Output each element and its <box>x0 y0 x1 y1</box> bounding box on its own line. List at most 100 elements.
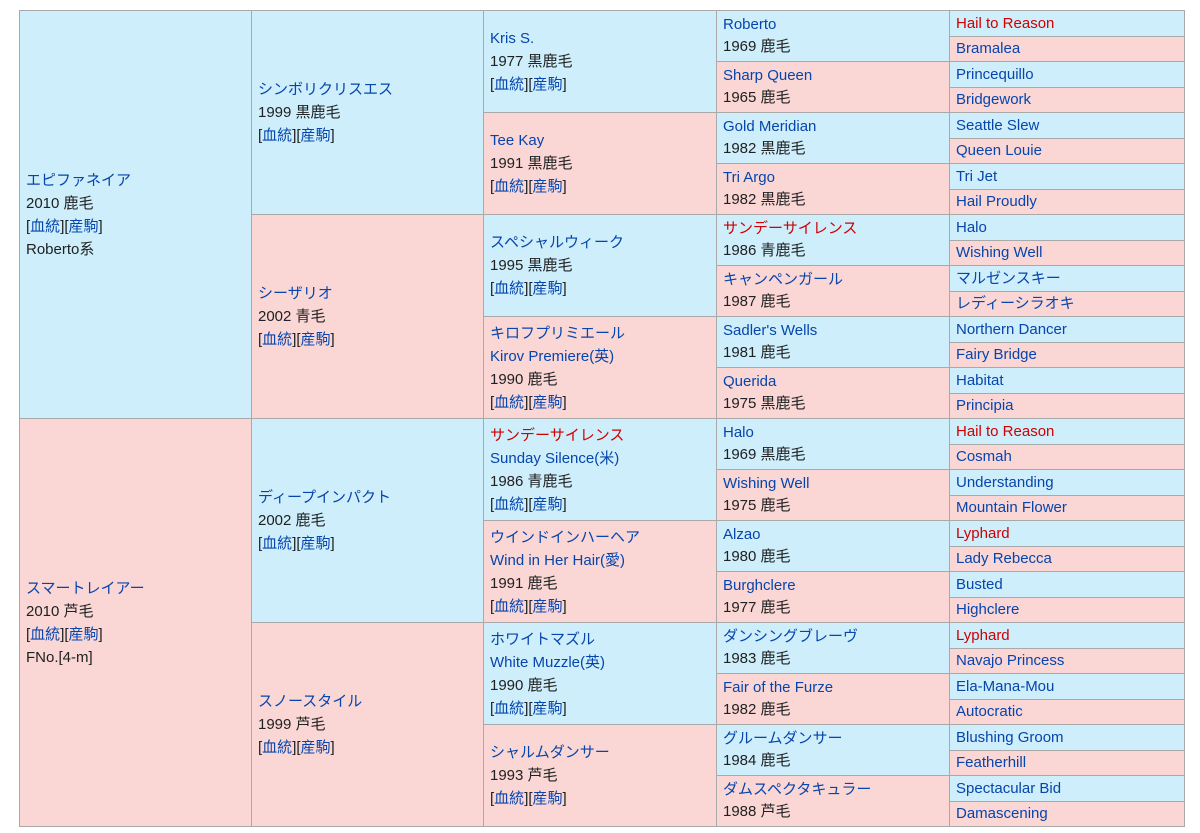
bloodline-link[interactable]: 血統 <box>494 597 525 615</box>
horse-name-link[interactable]: ダンシングブレーヴ <box>723 628 859 645</box>
bloodline-link[interactable]: 血統 <box>30 625 61 643</box>
horse-name-link[interactable]: Blushing Groom <box>956 728 1064 746</box>
horse-name-link[interactable]: Bridgework <box>956 91 1032 109</box>
horse-name-link[interactable]: Hail to Reason <box>956 14 1055 32</box>
horse-name-link[interactable]: Tri Argo <box>723 169 775 186</box>
horse-name-link[interactable]: Northern Dancer <box>956 320 1067 338</box>
horse-name-link[interactable]: Queen Louie <box>956 142 1042 160</box>
horse-name-link[interactable]: Fairy Bridge <box>956 346 1037 364</box>
horse-name-link[interactable]: Featherhill <box>956 754 1027 772</box>
progeny-link[interactable]: 産駒 <box>300 331 331 348</box>
horse-name-link[interactable]: ダムスペクタキュラー <box>723 781 872 798</box>
horse-name-link[interactable]: Bramalea <box>956 40 1021 58</box>
horse-name-link[interactable]: エピファネイア <box>26 171 132 189</box>
horse-name-link[interactable]: スペシャルウィーク <box>490 234 624 251</box>
horse-name-link[interactable]: Gold Meridian <box>723 118 817 135</box>
horse-name-link[interactable]: Understanding <box>956 473 1054 491</box>
horse-name-link[interactable]: Lady Rebecca <box>956 550 1052 568</box>
horse-name-link[interactable]: Kris S. <box>490 30 535 47</box>
bloodline-link[interactable]: 血統 <box>262 331 293 348</box>
horse-name-link[interactable]: Habitat <box>956 371 1004 389</box>
horse-name-en-link[interactable]: Wind in Her Hair(愛) <box>490 551 626 569</box>
horse-name-line: Cosmah <box>956 445 1184 468</box>
horse-name-link[interactable]: Halo <box>956 218 987 236</box>
horse-name-link[interactable]: Alzao <box>723 526 761 543</box>
horse-name-link[interactable]: サンデーサイレンス <box>490 426 625 444</box>
horse-name-link[interactable]: Sadler's Wells <box>723 322 818 339</box>
bloodline-link[interactable]: 血統 <box>494 495 525 513</box>
horse-name-link[interactable]: Damascening <box>956 805 1048 823</box>
bloodline-link[interactable]: 血統 <box>262 739 293 756</box>
horse-name-link[interactable]: キャンペンガール <box>723 271 844 288</box>
progeny-link[interactable]: 産駒 <box>532 699 563 717</box>
progeny-link[interactable]: 産駒 <box>532 790 563 807</box>
horse-name-link[interactable]: Wishing Well <box>956 244 1043 262</box>
horse-name-link[interactable]: シンボリクリスエス <box>258 81 394 98</box>
bloodline-link[interactable]: 血統 <box>262 535 293 552</box>
bloodline-link[interactable]: 血統 <box>494 178 525 195</box>
progeny-link[interactable]: 産駒 <box>532 495 563 513</box>
horse-name-link[interactable]: Principia <box>956 397 1014 415</box>
bloodline-link[interactable]: 血統 <box>494 76 525 93</box>
horse-name-link[interactable]: キロフプリミエール <box>490 324 626 342</box>
bloodline-link[interactable]: 血統 <box>30 217 61 235</box>
horse-name-link[interactable]: Wishing Well <box>723 475 810 492</box>
horse-name-link[interactable]: Lyphard <box>956 626 1010 644</box>
horse-name-link[interactable]: Navajo Princess <box>956 652 1065 670</box>
horse-name-link[interactable]: Spectacular Bid <box>956 779 1062 797</box>
bloodline-link[interactable]: 血統 <box>494 393 525 411</box>
horse-cell-sire-dam-dam-dam-sire: Habitat <box>949 367 1185 394</box>
horse-name-en-link[interactable]: Sunday Silence(米) <box>490 449 620 467</box>
horse-name-link[interactable]: Burghclere <box>723 577 796 594</box>
bracket: [ <box>490 495 495 513</box>
horse-name-link[interactable]: ホワイトマズル <box>490 630 596 648</box>
horse-name-link[interactable]: シャルムダンサー <box>490 744 610 761</box>
horse-name-link[interactable]: Princequillo <box>956 65 1034 83</box>
horse-name-en-link[interactable]: Kirov Premiere(英) <box>490 347 615 365</box>
progeny-link[interactable]: 産駒 <box>532 597 563 615</box>
bloodline-link[interactable]: 血統 <box>494 699 525 717</box>
bloodline-link[interactable]: 血統 <box>262 127 293 144</box>
horse-name-link[interactable]: ディープインパクト <box>258 489 392 506</box>
horse-name-link[interactable]: Hail to Reason <box>956 422 1055 440</box>
bloodline-link[interactable]: 血統 <box>494 280 525 297</box>
progeny-link[interactable]: 産駒 <box>532 393 563 411</box>
horse-name-link[interactable]: Lyphard <box>956 524 1010 542</box>
progeny-link[interactable]: 産駒 <box>300 535 331 552</box>
progeny-link[interactable]: 産駒 <box>68 625 99 643</box>
progeny-link[interactable]: 産駒 <box>68 217 99 235</box>
horse-name-link[interactable]: Hail Proudly <box>956 193 1037 211</box>
horse-name-link[interactable]: Querida <box>723 373 777 390</box>
horse-name-link[interactable]: シーザリオ <box>258 285 333 302</box>
horse-name-link[interactable]: Tee Kay <box>490 132 545 149</box>
horse-name-link[interactable]: Busted <box>956 575 1003 593</box>
horse-name-link[interactable]: Fair of the Furze <box>723 679 834 696</box>
progeny-link[interactable]: 産駒 <box>300 127 331 144</box>
horse-name-link[interactable]: グルームダンサー <box>723 730 843 747</box>
bloodline-link[interactable]: 血統 <box>494 790 525 807</box>
horse-name-link[interactable]: Highclere <box>956 601 1020 619</box>
progeny-link[interactable]: 産駒 <box>532 76 563 93</box>
progeny-link[interactable]: 産駒 <box>532 178 563 195</box>
progeny-link[interactable]: 産駒 <box>300 739 331 756</box>
horse-cell-sire-sire-sire-sire-sire: Hail to Reason <box>949 10 1185 37</box>
horse-name-link[interactable]: レディーシラオキ <box>956 295 1075 313</box>
horse-name-link[interactable]: Ela-Mana-Mou <box>956 677 1055 695</box>
horse-name-link[interactable]: Cosmah <box>956 448 1012 466</box>
horse-name-link[interactable]: Seattle Slew <box>956 116 1040 134</box>
horse-name-link[interactable]: スマートレイアー <box>26 579 145 597</box>
horse-name-link[interactable]: ウインドインハーヘア <box>490 528 641 546</box>
horse-name-en-link[interactable]: White Muzzle(英) <box>490 653 606 671</box>
horse-name-link[interactable]: マルゼンスキー <box>956 269 1061 287</box>
progeny-link[interactable]: 産駒 <box>532 280 563 297</box>
horse-name-link[interactable]: Roberto <box>723 16 777 33</box>
horse-cell-sire-dam: シーザリオ 2002 青毛 [血統][産駒] <box>251 214 484 419</box>
horse-name-link[interactable]: サンデーサイレンス <box>723 220 858 237</box>
horse-name-link[interactable]: Halo <box>723 424 754 441</box>
horse-name-link[interactable]: Autocratic <box>956 703 1023 721</box>
horse-name-link[interactable]: Sharp Queen <box>723 67 813 84</box>
horse-name-link[interactable]: Mountain Flower <box>956 499 1067 517</box>
horse-name-link[interactable]: スノースタイル <box>258 693 363 710</box>
bracket: ] <box>292 127 297 144</box>
horse-name-link[interactable]: Tri Jet <box>956 167 998 185</box>
